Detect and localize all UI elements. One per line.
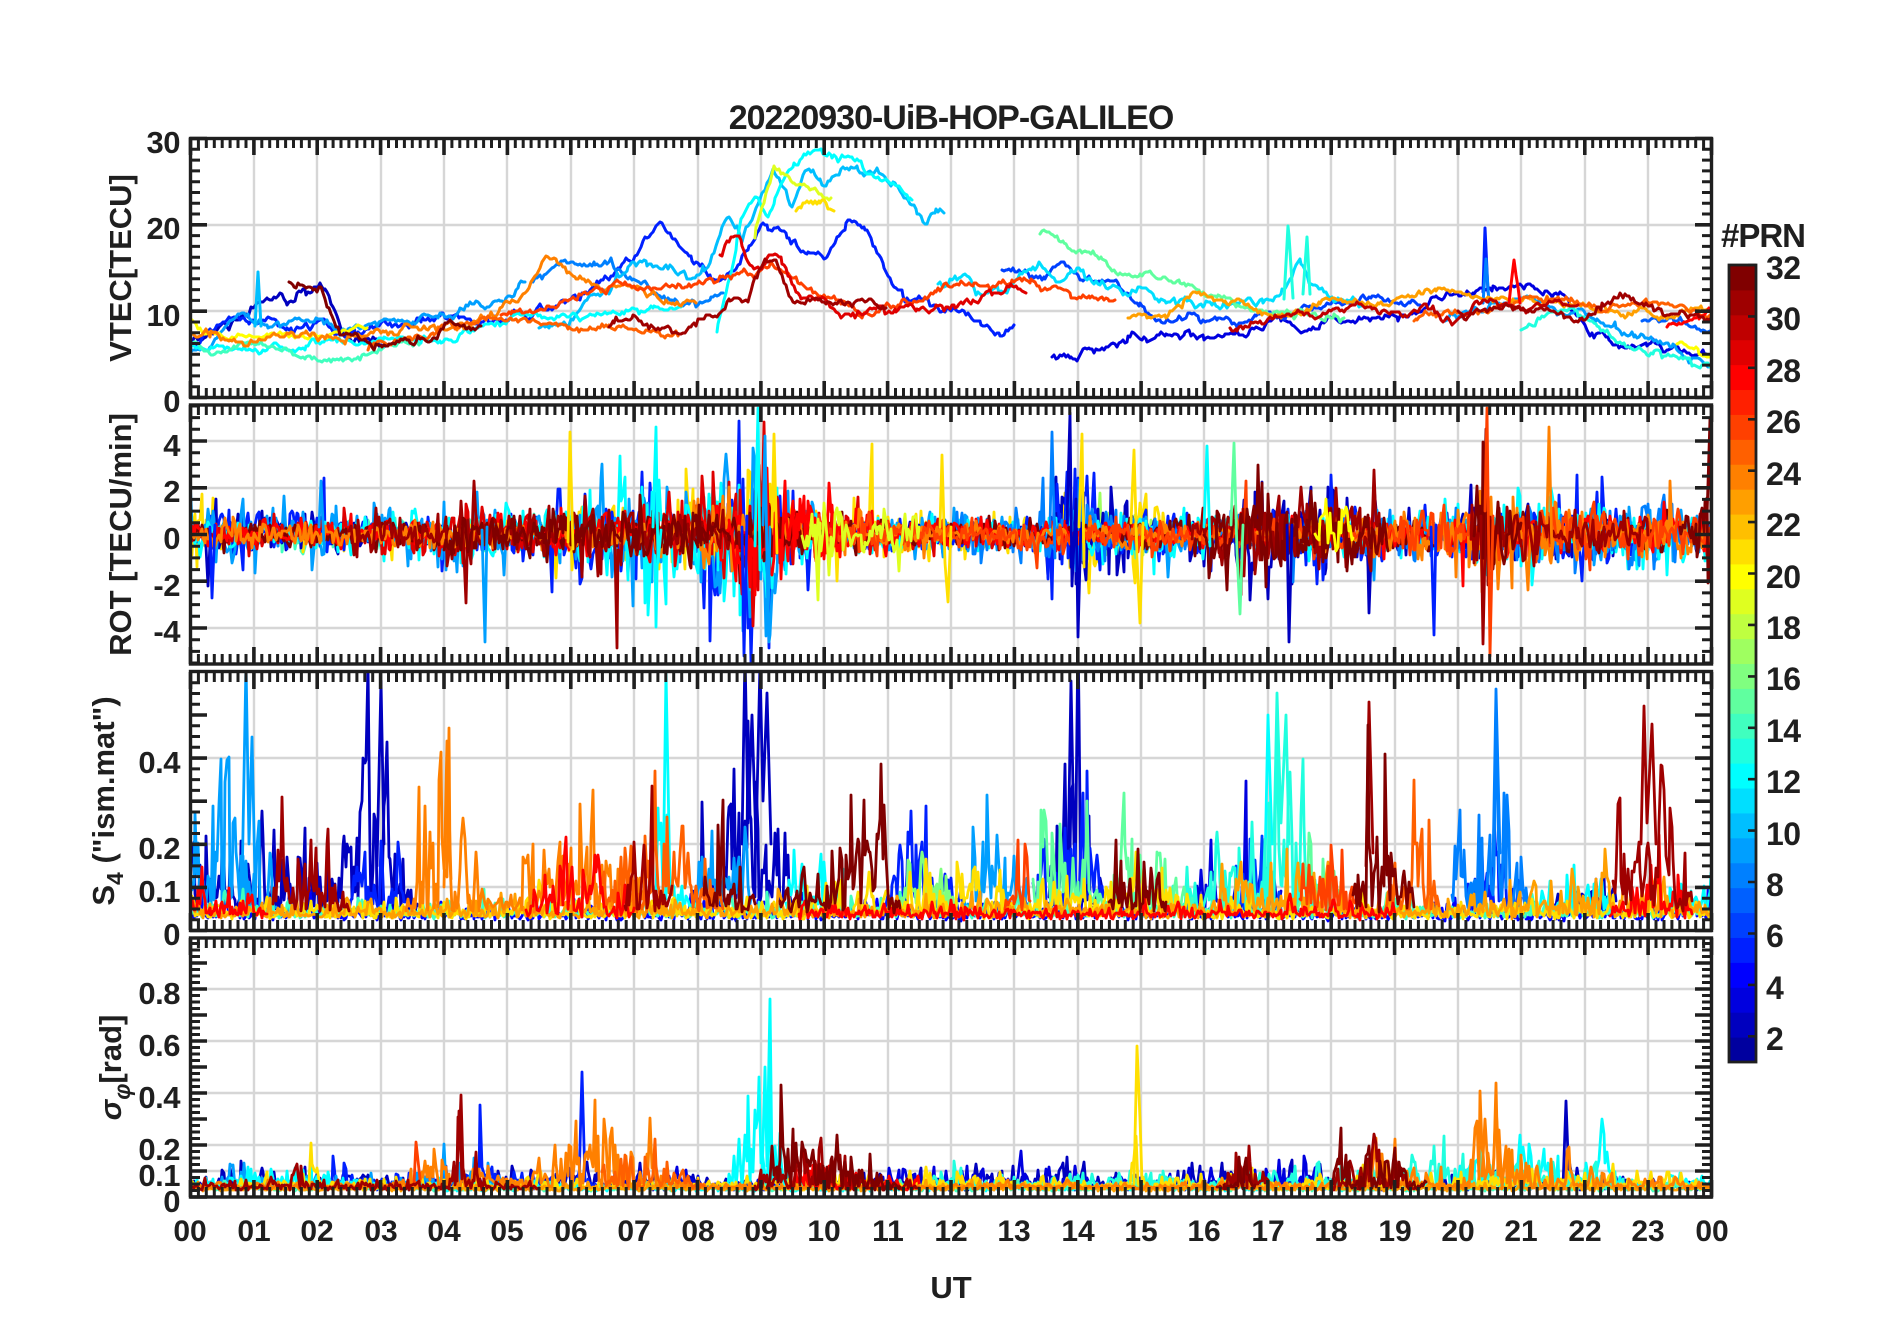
svg-text:02: 02 bbox=[300, 1215, 333, 1248]
svg-text:0: 0 bbox=[163, 521, 180, 556]
svg-text:6: 6 bbox=[1766, 918, 1783, 954]
svg-text:28: 28 bbox=[1766, 353, 1801, 389]
svg-text:10: 10 bbox=[807, 1215, 840, 1248]
svg-text:24: 24 bbox=[1766, 456, 1801, 492]
svg-text:08: 08 bbox=[681, 1215, 714, 1248]
svg-text:0: 0 bbox=[163, 917, 180, 952]
svg-text:0.6: 0.6 bbox=[138, 1028, 180, 1063]
svg-text:10: 10 bbox=[1766, 816, 1801, 852]
svg-text:0.4: 0.4 bbox=[138, 1080, 181, 1115]
svg-text:ROT [TECU/min]: ROT [TECU/min] bbox=[103, 413, 138, 656]
svg-text:21: 21 bbox=[1504, 1215, 1537, 1248]
svg-text:0: 0 bbox=[163, 1184, 180, 1219]
svg-text:17: 17 bbox=[1251, 1215, 1284, 1248]
svg-text:4: 4 bbox=[163, 428, 181, 463]
svg-text:0.1: 0.1 bbox=[138, 1158, 180, 1193]
svg-text:10: 10 bbox=[147, 298, 180, 333]
svg-text:0.1: 0.1 bbox=[138, 874, 180, 909]
svg-text:00: 00 bbox=[173, 1215, 206, 1248]
svg-text:00: 00 bbox=[1695, 1215, 1728, 1248]
svg-text:18: 18 bbox=[1766, 610, 1801, 646]
svg-text:σφ[rad]: σφ[rad] bbox=[93, 1015, 135, 1121]
svg-text:30: 30 bbox=[1766, 301, 1801, 337]
svg-text:14: 14 bbox=[1766, 713, 1801, 749]
svg-text:30: 30 bbox=[147, 125, 180, 160]
svg-text:18: 18 bbox=[1314, 1215, 1347, 1248]
svg-text:20220930-UiB-HOP-GALILEO: 20220930-UiB-HOP-GALILEO bbox=[729, 99, 1174, 137]
svg-text:04: 04 bbox=[427, 1215, 461, 1248]
svg-text:-2: -2 bbox=[153, 568, 180, 603]
svg-text:01: 01 bbox=[237, 1215, 270, 1248]
svg-text:VTEC[TECU]: VTEC[TECU] bbox=[103, 174, 138, 362]
svg-text:09: 09 bbox=[744, 1215, 777, 1248]
svg-text:19: 19 bbox=[1378, 1215, 1411, 1248]
svg-text:03: 03 bbox=[364, 1215, 397, 1248]
svg-text:15: 15 bbox=[1124, 1215, 1157, 1248]
svg-text:0.4: 0.4 bbox=[138, 745, 181, 780]
svg-text:-4: -4 bbox=[153, 614, 181, 649]
svg-text:23: 23 bbox=[1631, 1215, 1664, 1248]
svg-text:20: 20 bbox=[1766, 559, 1801, 595]
svg-text:12: 12 bbox=[934, 1215, 967, 1248]
svg-text:4: 4 bbox=[1766, 970, 1784, 1006]
svg-text:13: 13 bbox=[997, 1215, 1030, 1248]
svg-text:22: 22 bbox=[1568, 1215, 1601, 1248]
svg-text:20: 20 bbox=[1441, 1215, 1474, 1248]
svg-text:07: 07 bbox=[617, 1215, 650, 1248]
svg-text:2: 2 bbox=[163, 474, 180, 509]
svg-text:0: 0 bbox=[163, 384, 180, 419]
svg-text:26: 26 bbox=[1766, 404, 1801, 440]
svg-text:22: 22 bbox=[1766, 507, 1801, 543]
svg-text:32: 32 bbox=[1766, 250, 1801, 286]
svg-text:05: 05 bbox=[490, 1215, 523, 1248]
svg-text:14: 14 bbox=[1061, 1215, 1095, 1248]
svg-text:12: 12 bbox=[1766, 764, 1801, 800]
svg-text:UT: UT bbox=[930, 1270, 971, 1305]
svg-text:#PRN: #PRN bbox=[1721, 217, 1805, 254]
svg-text:20: 20 bbox=[147, 211, 180, 246]
svg-text:16: 16 bbox=[1187, 1215, 1220, 1248]
svg-text:2: 2 bbox=[1766, 1021, 1783, 1057]
svg-text:0.2: 0.2 bbox=[138, 1132, 180, 1167]
svg-text:0.2: 0.2 bbox=[138, 831, 180, 866]
svg-text:06: 06 bbox=[554, 1215, 587, 1248]
svg-text:11: 11 bbox=[872, 1215, 904, 1248]
svg-text:8: 8 bbox=[1766, 867, 1783, 903]
svg-text:0.8: 0.8 bbox=[138, 976, 180, 1011]
svg-text:16: 16 bbox=[1766, 661, 1801, 697]
